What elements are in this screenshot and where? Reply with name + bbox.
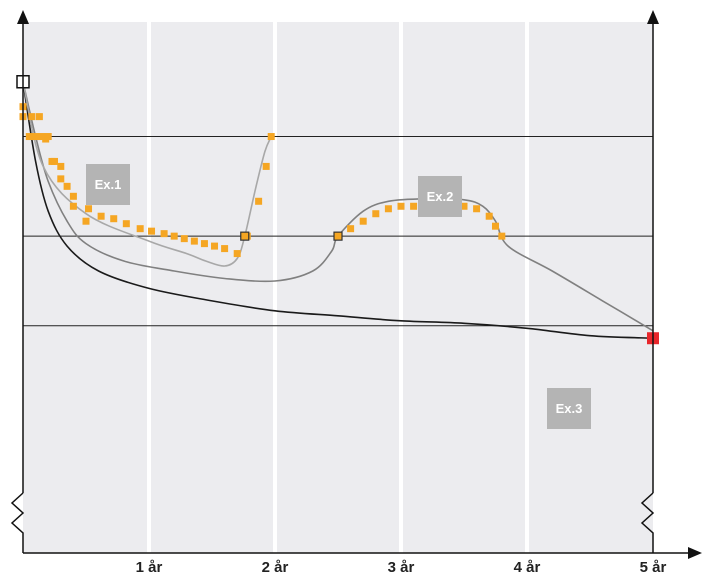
data-point-2 <box>492 222 499 230</box>
data-point-2 <box>347 225 355 233</box>
data-point-2 <box>51 157 58 165</box>
data-point-1 <box>211 242 219 250</box>
grid-lines <box>147 22 529 553</box>
data-point-2 <box>69 202 77 210</box>
data-point-1 <box>160 230 168 238</box>
x-axis-arrow <box>688 547 702 559</box>
data-point-2 <box>485 212 493 220</box>
data-point-2 <box>460 202 468 210</box>
data-point-2 <box>384 205 392 213</box>
data-point-1 <box>200 240 208 248</box>
label-ex2-box <box>418 176 462 217</box>
x-tick-label: 1 år <box>136 559 163 576</box>
data-point-1 <box>255 197 263 205</box>
data-point-1 <box>136 225 144 233</box>
data-point-2 <box>32 133 40 141</box>
x-tick-label: 5 år <box>640 559 667 576</box>
data-point-2 <box>410 202 418 210</box>
plot-panel <box>23 22 653 553</box>
key-point-1 <box>240 231 250 241</box>
data-point-1 <box>262 162 270 170</box>
data-point-2 <box>359 217 367 225</box>
data-point-1 <box>267 133 275 141</box>
data-point-2 <box>63 182 71 190</box>
x-tick-labels: 1 år 2 år 3 år 4 år 5 år <box>136 559 667 576</box>
data-point-1 <box>148 227 156 235</box>
right-axis-arrow <box>647 10 659 24</box>
data-point-2 <box>44 133 52 141</box>
data-point-1 <box>221 245 229 253</box>
label-ex1: Ex.1 <box>86 164 130 205</box>
data-point-2 <box>498 232 506 240</box>
left-axis-break <box>10 492 25 553</box>
data-point-1 <box>85 205 93 213</box>
label-ex2: Ex.2 <box>418 176 462 217</box>
data-point-1 <box>170 232 178 240</box>
axes <box>10 10 702 559</box>
x-tick-label: 3 år <box>388 559 415 576</box>
data-point-2 <box>25 133 33 141</box>
data-point-2 <box>397 202 405 210</box>
data-point-2 <box>82 217 90 225</box>
x-tick-label: 2 år <box>262 559 289 576</box>
data-point-2 <box>473 205 481 213</box>
data-point-2 <box>57 162 65 170</box>
x-tick-label: 4 år <box>514 559 541 576</box>
data-point-1 <box>110 215 118 223</box>
label-ex3: Ex.3 <box>547 388 591 429</box>
series-line-3 <box>22 81 654 339</box>
key-point-2 <box>333 231 343 241</box>
label-ex1-text: Ex.1 <box>95 177 122 192</box>
data-point-2 <box>38 133 46 141</box>
data-point-1 <box>97 212 105 220</box>
right-axis-break <box>640 492 655 553</box>
data-point-2 <box>372 210 380 218</box>
series-line-1 <box>22 81 272 267</box>
data-point-1 <box>180 235 188 243</box>
label-ex2-text: Ex.2 <box>427 189 454 204</box>
label-ex3-text: Ex.3 <box>556 401 583 416</box>
label-ex3-box <box>547 388 591 429</box>
data-point-1 <box>233 250 241 258</box>
data-point-1 <box>190 237 198 245</box>
data-point-1 <box>122 220 130 228</box>
label-ex1-box <box>86 164 130 205</box>
data-point-1 <box>28 113 36 121</box>
data-point-1 <box>35 113 43 121</box>
left-axis-arrow <box>17 10 29 24</box>
data-point-1 <box>57 175 65 183</box>
data-point-1 <box>69 192 77 200</box>
